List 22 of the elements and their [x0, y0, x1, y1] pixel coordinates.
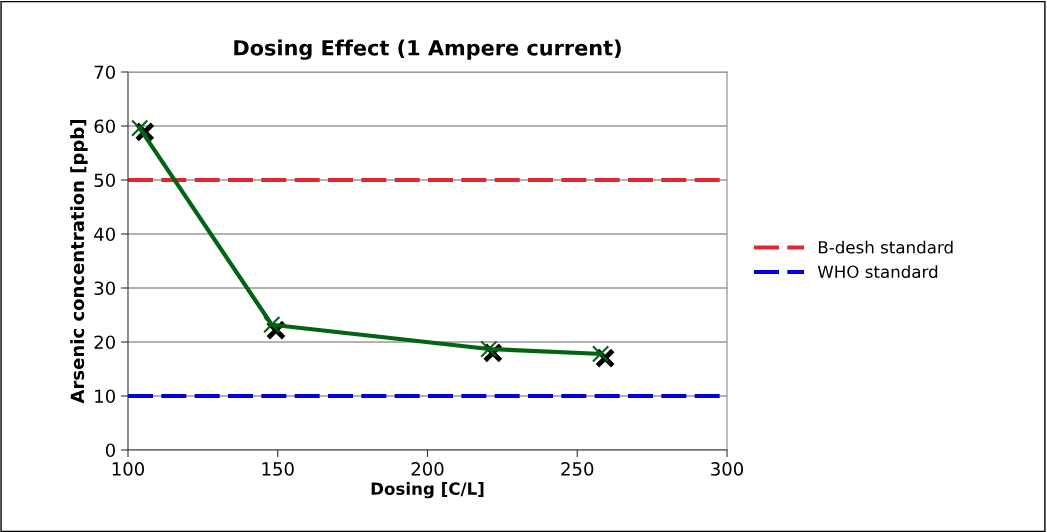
- x-axis-title: Dosing [C/L]: [371, 482, 484, 499]
- y-tick-label: 20: [94, 335, 115, 350]
- y-tick-label: 50: [94, 173, 115, 188]
- x-tick-label: 250: [561, 462, 594, 476]
- point: [131, 119, 149, 137]
- legend-label: B-desh standard: [818, 240, 953, 254]
- y-tick-label: 10: [95, 389, 115, 404]
- y-tick-label: 0: [105, 443, 115, 458]
- point: [480, 340, 498, 358]
- y-tick-label: 70: [94, 65, 115, 80]
- point: [591, 345, 610, 363]
- y-tick-label: 40: [94, 227, 115, 242]
- x-tick-label: 300: [711, 462, 744, 476]
- legend-label: WHO standard: [817, 265, 938, 279]
- x-tick-label: 150: [262, 462, 294, 476]
- y-axis-title: Arsenic concentration [ppb]: [70, 120, 88, 404]
- x-tick-label: 200: [411, 462, 444, 476]
- y-tick-label: 30: [94, 281, 115, 296]
- point: [263, 316, 281, 334]
- y-tick-label: 60: [94, 119, 115, 134]
- x-tick-label: 100: [112, 462, 145, 476]
- chart-title: Dosing Effect (1 Ampere current): [234, 39, 621, 60]
